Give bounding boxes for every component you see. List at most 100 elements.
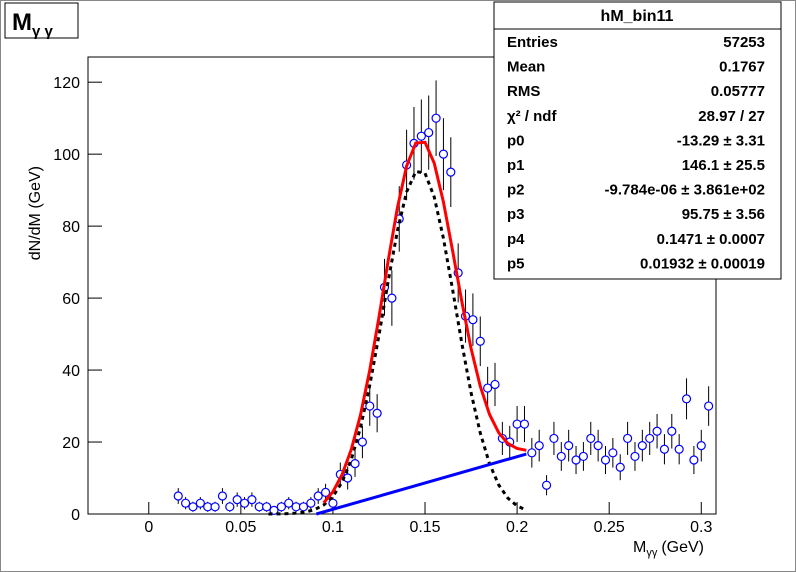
y-tick-label: 80 <box>62 219 80 236</box>
stats-value: 95.75 ± 3.56 <box>682 206 765 223</box>
data-point <box>320 487 331 498</box>
stats-value: -9.784e-06 ± 3.861e+02 <box>605 182 765 199</box>
data-point <box>328 498 338 508</box>
x-tick-label: 0.1 <box>322 519 344 536</box>
data-point <box>416 131 426 141</box>
x-label-unit: (GeV) <box>661 539 704 556</box>
stats-label: p1 <box>507 157 525 174</box>
stats-label: χ² / ndf <box>507 108 557 125</box>
x-label-main: M <box>633 539 646 556</box>
data-point <box>534 441 544 451</box>
x-tick-label: 0.3 <box>690 519 712 536</box>
data-point <box>541 480 552 490</box>
y-tick-label: 40 <box>62 363 80 380</box>
data-point <box>181 498 191 508</box>
data-point <box>615 462 625 472</box>
data-point <box>475 336 485 346</box>
data-point <box>527 448 537 458</box>
y-tick-label: 100 <box>53 147 80 164</box>
y-tick-label: 60 <box>62 291 80 308</box>
data-point <box>387 293 397 303</box>
stats-value: 0.1471 ± 0.0007 <box>657 231 765 248</box>
data-point <box>446 167 456 177</box>
data-point <box>667 426 677 436</box>
data-point <box>225 502 235 512</box>
data-point <box>704 401 714 411</box>
stats-value: 57253 <box>723 34 765 51</box>
y-tick-label: 0 <box>71 507 80 524</box>
stats-title: hM_bin11 <box>601 8 674 25</box>
data-point <box>313 491 323 501</box>
fit-curve <box>322 140 527 504</box>
x-tick-label: 0.2 <box>506 519 528 536</box>
stats-label: RMS <box>507 83 540 100</box>
data-point <box>637 441 647 451</box>
x-tick-label: 0.15 <box>409 519 440 536</box>
data-point <box>306 498 316 508</box>
data-point <box>593 441 603 451</box>
y-tick-label: 20 <box>62 435 80 452</box>
stats-value: 0.1767 <box>719 59 765 76</box>
fit-curve <box>315 452 527 516</box>
y-label: dN/dM (GeV) <box>27 166 44 260</box>
data-point <box>239 498 250 508</box>
stats-value: 28.97 / 27 <box>698 108 765 125</box>
stats-box <box>493 1 782 280</box>
y-tick-label: 120 <box>53 75 80 92</box>
stats-label: Mean <box>507 59 545 76</box>
data-point <box>571 455 581 465</box>
data-point <box>468 315 478 325</box>
stats-label: p2 <box>507 182 525 199</box>
title-main: M <box>12 9 32 36</box>
data-point <box>350 459 360 469</box>
x-tick-label: 0.25 <box>594 519 625 536</box>
stats-value: 0.01932 ± 0.00019 <box>640 255 765 272</box>
data-point <box>696 441 706 451</box>
data-point <box>276 502 286 512</box>
data-point <box>519 419 530 429</box>
stats-label: Entries <box>507 34 558 51</box>
data-point <box>689 455 699 465</box>
x-label: Mγγ (GeV) <box>633 539 704 559</box>
data-point <box>681 394 692 404</box>
fit-curve <box>268 169 527 516</box>
stats-label: p4 <box>507 231 525 248</box>
data-point <box>578 451 589 462</box>
data-point <box>600 455 611 465</box>
title: Mγ γ <box>12 9 54 40</box>
stats-value: 146.1 ± 25.5 <box>682 157 765 174</box>
data-point <box>372 408 382 418</box>
data-point <box>556 451 566 462</box>
data-point <box>564 441 574 451</box>
data-point <box>623 433 633 444</box>
data-point <box>247 495 257 505</box>
data-point <box>586 433 596 444</box>
stats-label: p5 <box>507 255 525 272</box>
title-box <box>4 2 79 39</box>
data-point <box>490 379 500 390</box>
data-point <box>195 498 205 508</box>
data-point <box>608 448 618 458</box>
data-point <box>217 491 228 501</box>
data-point <box>188 502 198 512</box>
data-point <box>424 127 434 138</box>
data-point <box>483 383 493 393</box>
data-point <box>438 149 449 159</box>
x-tick-label: 0 <box>144 519 153 536</box>
data-point <box>645 433 655 444</box>
data-point <box>210 502 220 512</box>
data-point <box>262 502 272 512</box>
stats-label: p0 <box>507 132 525 149</box>
data-point <box>549 433 559 444</box>
data-point <box>269 505 279 516</box>
data-point <box>630 451 640 462</box>
data-point <box>431 113 441 123</box>
data-point <box>674 444 684 454</box>
stats-value: 0.05777 <box>711 83 765 100</box>
data-point <box>365 401 375 411</box>
title-sub: γ γ <box>32 23 54 40</box>
stats-label: p3 <box>507 206 525 223</box>
data-point <box>284 498 294 508</box>
data-point <box>357 437 368 447</box>
